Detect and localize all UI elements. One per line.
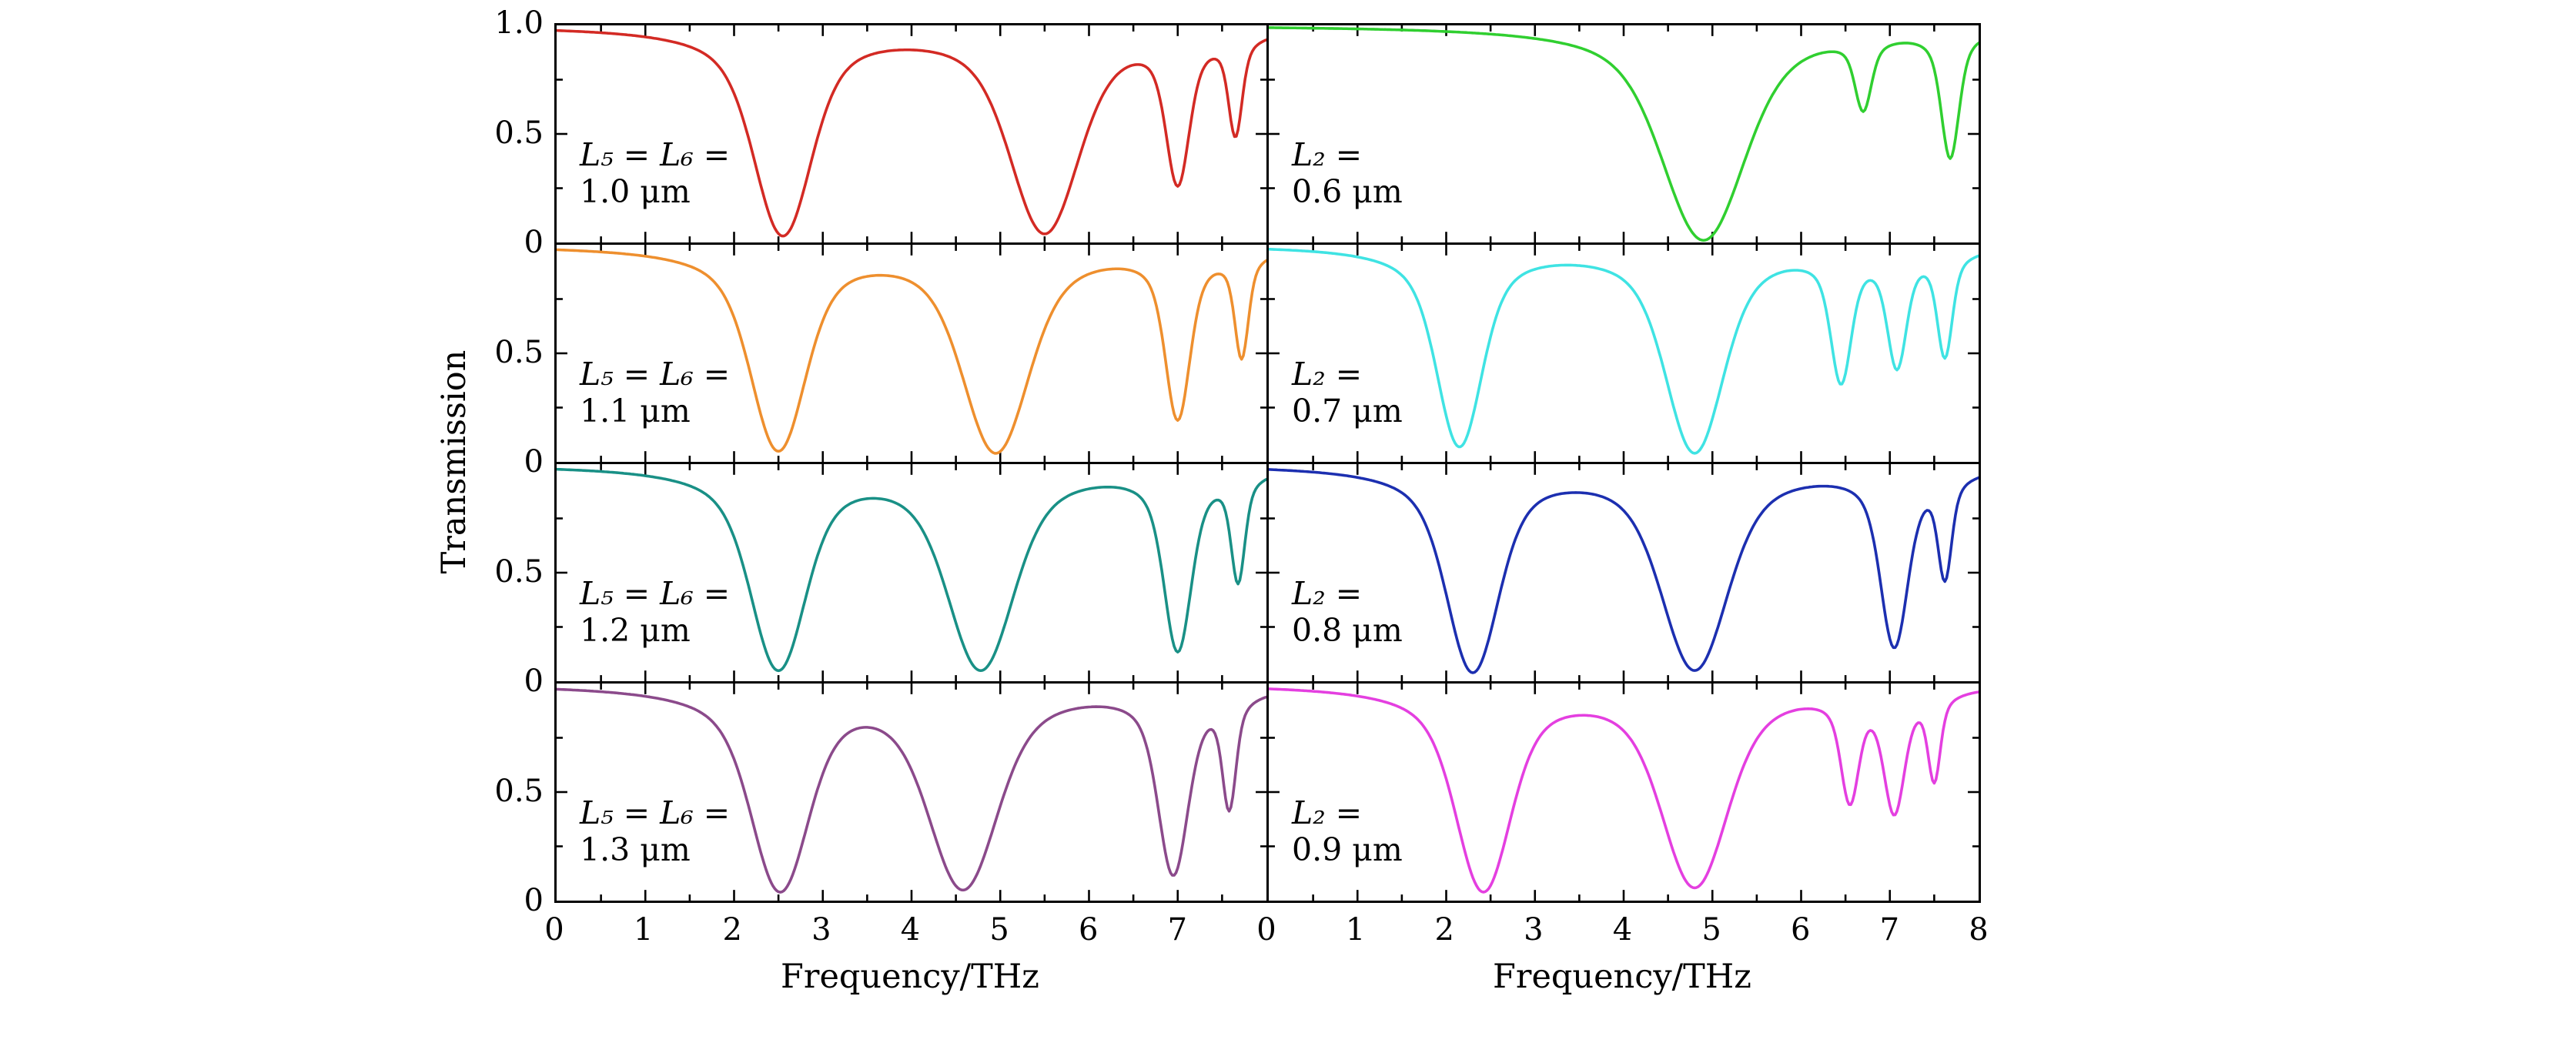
annotation-value: 0.7 μm bbox=[1292, 393, 1403, 430]
x-tick-label: 1 bbox=[633, 912, 654, 948]
transmission-curve bbox=[557, 467, 1266, 673]
panel-plot bbox=[557, 25, 1266, 242]
panel-annotation: L₅ = L₆ = 1.0 μm bbox=[580, 136, 730, 210]
x-tick-label: 7 bbox=[1167, 912, 1188, 948]
transmission-curve bbox=[1269, 687, 1979, 894]
transmission-curve bbox=[1269, 468, 1979, 674]
panel-annotation: L₅ = L₆ = 1.1 μm bbox=[580, 356, 730, 430]
y-tick-label: 0.5 bbox=[494, 773, 544, 809]
transmission-curve bbox=[1269, 26, 1979, 242]
x-tick-label: 5 bbox=[1701, 912, 1721, 948]
y-tick-label: 0.5 bbox=[494, 553, 544, 590]
x-tick-label: 5 bbox=[989, 912, 1009, 948]
panel-plot bbox=[1269, 464, 1979, 681]
x-tick-label: 8 bbox=[1969, 912, 1989, 948]
x-axis-title-right: Frequency/THz bbox=[1493, 958, 1751, 996]
panel-annotation: L₅ = L₆ = 1.2 μm bbox=[580, 575, 730, 649]
panel-annotation: L₂ = 0.9 μm bbox=[1292, 794, 1403, 868]
transmission-curve bbox=[557, 687, 1266, 894]
x-tick-label: 1 bbox=[1345, 912, 1366, 948]
y-tick-label: 0 bbox=[524, 444, 544, 480]
plot-grid: L₅ = L₆ = 1.0 μm L₂ = 0.6 μm L₅ = L₆ = 1… bbox=[554, 23, 1981, 903]
x-tick-label: 2 bbox=[722, 912, 742, 948]
x-tick-label: 3 bbox=[811, 912, 831, 948]
panel-l5l6-1p1um: L₅ = L₆ = 1.1 μm bbox=[557, 245, 1269, 464]
annotation-value: 0.9 μm bbox=[1292, 831, 1403, 868]
annotation-variable: L₂ = bbox=[1292, 136, 1363, 173]
panel-plot bbox=[1269, 684, 1979, 901]
annotation-variable: L₂ = bbox=[1292, 794, 1363, 831]
panel-l2-0p9um: L₂ = 0.9 μm bbox=[1269, 684, 1981, 903]
annotation-value: 1.1 μm bbox=[580, 393, 691, 430]
y-tick-label: 0 bbox=[524, 883, 544, 918]
annotation-variable: L₅ = L₆ = bbox=[580, 575, 731, 612]
x-tick-label: 4 bbox=[1612, 912, 1633, 948]
panel-plot bbox=[1269, 245, 1979, 462]
annotation-variable: L₅ = L₆ = bbox=[580, 356, 731, 393]
panel-l5l6-1p2um: L₅ = L₆ = 1.2 μm bbox=[557, 464, 1269, 684]
transmission-curve bbox=[557, 28, 1266, 238]
x-tick-label: 4 bbox=[900, 912, 921, 948]
y-axis-title: Transmission bbox=[435, 349, 473, 574]
annotation-value: 0.6 μm bbox=[1292, 173, 1403, 210]
y-tick-label: 0 bbox=[524, 225, 544, 260]
annotation-value: 1.3 μm bbox=[580, 831, 691, 868]
annotation-variable: L₅ = L₆ = bbox=[580, 136, 731, 173]
panel-annotation: L₂ = 0.7 μm bbox=[1292, 356, 1403, 430]
x-tick-label: 7 bbox=[1879, 912, 1900, 948]
panel-annotation: L₅ = L₆ = 1.3 μm bbox=[580, 794, 730, 868]
annotation-value: 1.0 μm bbox=[580, 173, 691, 210]
transmission-curve bbox=[1269, 247, 1979, 455]
x-tick-label: 6 bbox=[1079, 912, 1099, 948]
panel-annotation: L₂ = 0.8 μm bbox=[1292, 575, 1403, 649]
panel-l2-0p6um: L₂ = 0.6 μm bbox=[1269, 25, 1981, 245]
x-tick-label: 0 bbox=[1256, 912, 1276, 948]
y-tick-label: 0.5 bbox=[494, 115, 544, 151]
annotation-value: 1.2 μm bbox=[580, 612, 691, 649]
x-tick-label: 2 bbox=[1434, 912, 1454, 948]
x-tick-label: 6 bbox=[1791, 912, 1811, 948]
panel-l2-0p8um: L₂ = 0.8 μm bbox=[1269, 464, 1981, 684]
annotation-value: 0.8 μm bbox=[1292, 612, 1403, 649]
panel-l5l6-1p3um: L₅ = L₆ = 1.3 μm bbox=[557, 684, 1269, 903]
annotation-variable: L₂ = bbox=[1292, 575, 1363, 612]
y-tick-label: 0 bbox=[524, 664, 544, 699]
x-tick-label: 0 bbox=[544, 912, 564, 948]
panel-plot bbox=[557, 464, 1266, 681]
panel-plot bbox=[1269, 25, 1979, 242]
annotation-variable: L₅ = L₆ = bbox=[580, 794, 731, 831]
panel-l2-0p7um: L₂ = 0.7 μm bbox=[1269, 245, 1981, 464]
y-tick-label: 0.5 bbox=[494, 334, 544, 370]
transmission-curve bbox=[557, 248, 1266, 455]
x-axis-title-left: Frequency/THz bbox=[781, 958, 1039, 996]
annotation-variable: L₂ = bbox=[1292, 356, 1363, 393]
panel-plot bbox=[557, 684, 1266, 901]
x-tick-label: 3 bbox=[1524, 912, 1544, 948]
panel-annotation: L₂ = 0.6 μm bbox=[1292, 136, 1403, 210]
y-tick-label: 1.0 bbox=[494, 5, 544, 41]
panel-l5l6-1p0um: L₅ = L₆ = 1.0 μm bbox=[557, 25, 1269, 245]
panel-plot bbox=[557, 245, 1266, 462]
